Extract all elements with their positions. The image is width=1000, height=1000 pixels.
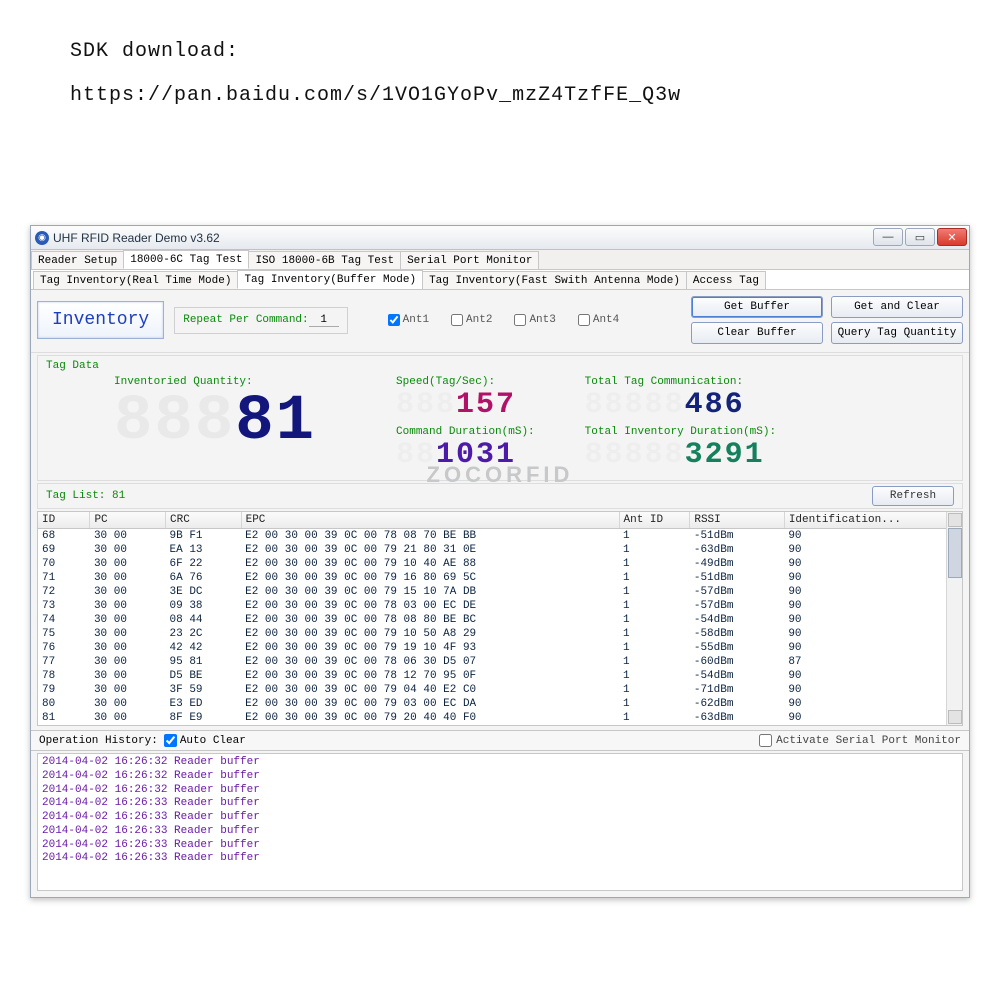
main-tab-1[interactable]: 18000-6C Tag Test <box>123 250 249 269</box>
table-row[interactable]: 7730 0095 81E2 00 30 00 39 0C 00 78 06 3… <box>38 655 962 669</box>
log-line: 2014-04-02 16:26:32 Reader buffer <box>42 756 958 770</box>
table-row[interactable]: 7130 006A 76E2 00 30 00 39 0C 00 79 16 8… <box>38 571 962 585</box>
operation-history-bar: Operation History: Auto Clear Activate S… <box>31 730 969 751</box>
table-row[interactable]: 6830 009B F1E2 00 30 00 39 0C 00 78 08 7… <box>38 529 962 544</box>
total-comm-display: 88888486 <box>585 390 776 420</box>
log-line: 2014-04-02 16:26:33 Reader buffer <box>42 797 958 811</box>
antenna-2-label: Ant2 <box>466 314 492 326</box>
table-row[interactable]: 7530 0023 2CE2 00 30 00 39 0C 00 79 10 5… <box>38 627 962 641</box>
antenna-3[interactable]: Ant3 <box>514 314 555 326</box>
sub-tab-1[interactable]: Tag Inventory(Buffer Mode) <box>237 270 423 289</box>
main-tabs: Reader Setup18000-6C Tag TestISO 18000-6… <box>31 250 969 270</box>
table-scrollbar[interactable] <box>946 512 962 725</box>
inventory-button[interactable]: Inventory <box>37 301 164 339</box>
col-id[interactable]: ID <box>38 512 90 529</box>
app-window: ◉ UHF RFID Reader Demo v3.62 — ▭ ✕ Reade… <box>30 225 970 898</box>
log-line: 2014-04-02 16:26:33 Reader buffer <box>42 839 958 853</box>
sub-tab-3[interactable]: Access Tag <box>686 271 766 289</box>
table-header-row: IDPCCRCEPCAnt IDRSSIIdentification... <box>38 512 962 529</box>
main-tab-2[interactable]: ISO 18000-6B Tag Test <box>248 251 401 269</box>
close-button[interactable]: ✕ <box>937 228 967 246</box>
col-pc[interactable]: PC <box>90 512 166 529</box>
speed-display: 888157 <box>396 390 535 420</box>
table-row[interactable]: 7630 0042 42E2 00 30 00 39 0C 00 79 19 1… <box>38 641 962 655</box>
log-line: 2014-04-02 16:26:33 Reader buffer <box>42 852 958 866</box>
table-row[interactable]: 7430 0008 44E2 00 30 00 39 0C 00 78 08 8… <box>38 613 962 627</box>
table-row[interactable]: 7230 003E DCE2 00 30 00 39 0C 00 79 15 1… <box>38 585 962 599</box>
log-line: 2014-04-02 16:26:32 Reader buffer <box>42 770 958 784</box>
toolbar: Inventory Repeat Per Command: Ant1Ant2An… <box>31 290 969 353</box>
repeat-per-command: Repeat Per Command: <box>174 307 347 334</box>
auto-clear-checkbox[interactable] <box>164 734 177 747</box>
antenna-3-label: Ant3 <box>529 314 555 326</box>
activate-monitor-checkbox[interactable] <box>759 734 772 747</box>
operation-history-label: Operation History: <box>39 735 158 747</box>
antenna-1-label: Ant1 <box>403 314 429 326</box>
antenna-1[interactable]: Ant1 <box>388 314 429 326</box>
repeat-label: Repeat Per Command: <box>183 314 308 326</box>
scroll-down-icon[interactable] <box>948 710 962 724</box>
table-row[interactable]: 7330 0009 38E2 00 30 00 39 0C 00 78 03 0… <box>38 599 962 613</box>
scroll-thumb[interactable] <box>948 528 962 578</box>
table-row[interactable]: 7030 006F 22E2 00 30 00 39 0C 00 79 10 4… <box>38 557 962 571</box>
table-row[interactable]: 8030 00E3 EDE2 00 30 00 39 0C 00 79 03 0… <box>38 697 962 711</box>
maximize-button[interactable]: ▭ <box>905 228 935 246</box>
table-row[interactable]: 6930 00EA 13E2 00 30 00 39 0C 00 79 21 8… <box>38 543 962 557</box>
clear-buffer-button[interactable]: Clear Buffer <box>691 322 823 344</box>
sdk-text: SDK download: https://pan.baidu.com/s/1V… <box>70 30 681 118</box>
sdk-line2: https://pan.baidu.com/s/1VO1GYoPv_mzZ4Tz… <box>70 74 681 118</box>
antenna-checkboxes: Ant1 Ant2 Ant3 Ant4 <box>388 314 620 326</box>
col-crc[interactable]: CRC <box>166 512 242 529</box>
sdk-line1: SDK download: <box>70 30 681 74</box>
duration-display: 881031 <box>396 440 535 470</box>
log-line: 2014-04-02 16:26:32 Reader buffer <box>42 784 958 798</box>
sub-tabs: Tag Inventory(Real Time Mode)Tag Invento… <box>31 270 969 290</box>
col-rssi[interactable]: RSSI <box>690 512 784 529</box>
activate-monitor-label: Activate Serial Port Monitor <box>776 735 961 747</box>
col-identification-[interactable]: Identification... <box>784 512 961 529</box>
inventoried-display: 88881 <box>114 390 316 454</box>
duration-label: Command Duration(mS): <box>396 426 535 438</box>
get-buffer-button[interactable]: Get Buffer <box>691 296 823 318</box>
refresh-button[interactable]: Refresh <box>872 486 954 506</box>
antenna-2[interactable]: Ant2 <box>451 314 492 326</box>
antenna-2-checkbox[interactable] <box>451 314 463 326</box>
tag-data-label: Tag Data <box>46 360 954 372</box>
sub-tab-2[interactable]: Tag Inventory(Fast Swith Antenna Mode) <box>422 271 687 289</box>
tag-list-header: Tag List: 81 Refresh <box>37 483 963 509</box>
app-icon: ◉ <box>35 231 49 245</box>
minimize-button[interactable]: — <box>873 228 903 246</box>
col-ant-id[interactable]: Ant ID <box>619 512 690 529</box>
table-row[interactable]: 8130 008F E9E2 00 30 00 39 0C 00 79 20 4… <box>38 711 962 725</box>
antenna-4-checkbox[interactable] <box>578 314 590 326</box>
total-inv-display: 888883291 <box>585 440 776 470</box>
sub-tab-0[interactable]: Tag Inventory(Real Time Mode) <box>33 271 238 289</box>
log-panel: 2014-04-02 16:26:32 Reader buffer2014-04… <box>37 753 963 891</box>
main-tab-3[interactable]: Serial Port Monitor <box>400 251 539 269</box>
table-body: 6830 009B F1E2 00 30 00 39 0C 00 78 08 7… <box>38 529 962 726</box>
repeat-input[interactable] <box>309 314 339 327</box>
table-row[interactable]: 7830 00D5 BEE2 00 30 00 39 0C 00 78 12 7… <box>38 669 962 683</box>
antenna-4[interactable]: Ant4 <box>578 314 619 326</box>
antenna-3-checkbox[interactable] <box>514 314 526 326</box>
get-and-clear-button[interactable]: Get and Clear <box>831 296 963 318</box>
tag-list-label: Tag List: 81 <box>46 490 125 502</box>
antenna-1-checkbox[interactable] <box>388 314 400 326</box>
titlebar: ◉ UHF RFID Reader Demo v3.62 — ▭ ✕ <box>31 226 969 250</box>
scroll-up-icon[interactable] <box>948 513 962 527</box>
window-title: UHF RFID Reader Demo v3.62 <box>53 231 220 245</box>
antenna-4-label: Ant4 <box>593 314 619 326</box>
log-line: 2014-04-02 16:26:33 Reader buffer <box>42 825 958 839</box>
log-line: 2014-04-02 16:26:33 Reader buffer <box>42 811 958 825</box>
query-tag-quantity-button[interactable]: Query Tag Quantity <box>831 322 963 344</box>
auto-clear-label: Auto Clear <box>180 735 246 747</box>
total-comm-label: Total Tag Communication: <box>585 376 776 388</box>
tag-data-panel: Tag Data Inventoried Quantity: 88881 Spe… <box>37 355 963 481</box>
col-epc[interactable]: EPC <box>241 512 619 529</box>
speed-label: Speed(Tag/Sec): <box>396 376 535 388</box>
total-inv-label: Total Inventory Duration(mS): <box>585 426 776 438</box>
tag-table: IDPCCRCEPCAnt IDRSSIIdentification... 68… <box>37 511 963 726</box>
table-row[interactable]: 7930 003F 59E2 00 30 00 39 0C 00 79 04 4… <box>38 683 962 697</box>
main-tab-0[interactable]: Reader Setup <box>31 251 124 269</box>
